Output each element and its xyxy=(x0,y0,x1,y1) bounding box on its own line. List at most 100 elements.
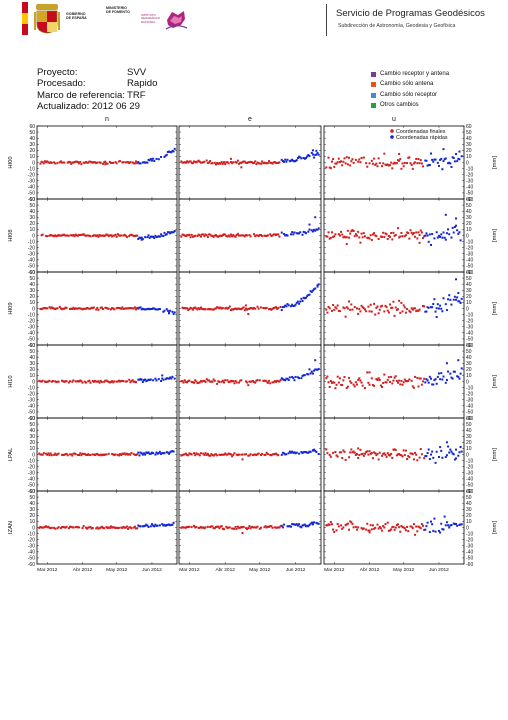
final-point xyxy=(91,453,94,456)
rapid-point xyxy=(449,372,452,375)
final-point xyxy=(344,162,347,165)
rapid-point xyxy=(173,377,176,380)
y-tick-label: 20 xyxy=(466,367,472,373)
final-point xyxy=(359,448,362,451)
final-point xyxy=(123,233,126,236)
y-tick-label: 0 xyxy=(32,379,35,385)
final-point xyxy=(241,234,244,237)
final-point xyxy=(401,455,404,458)
rapid-point xyxy=(428,458,431,461)
y-tick-label: 30 xyxy=(29,288,35,294)
final-point xyxy=(231,308,234,311)
rapid-point xyxy=(310,370,313,373)
rapid-point xyxy=(424,234,427,237)
y-tick-label: -30 xyxy=(28,252,35,258)
y-tick-label: -30 xyxy=(28,179,35,185)
final-point xyxy=(64,453,67,456)
final-point xyxy=(92,234,95,237)
rapid-point xyxy=(166,451,169,454)
y-tick-label: -40 xyxy=(466,331,473,337)
final-point xyxy=(197,159,200,162)
final-point xyxy=(410,163,413,166)
final-point xyxy=(269,308,272,311)
rapid-point xyxy=(155,157,158,160)
y-tick-label: -50 xyxy=(28,483,35,489)
rapid-point xyxy=(163,155,166,158)
final-point xyxy=(233,527,236,530)
final-point xyxy=(106,233,109,236)
final-point xyxy=(349,308,352,311)
final-point xyxy=(362,454,365,457)
final-point xyxy=(183,234,186,237)
rapid-point xyxy=(455,153,458,156)
rapid-point xyxy=(449,298,452,301)
rapid-point xyxy=(292,451,295,454)
final-point xyxy=(387,376,390,379)
rapid-point xyxy=(310,290,313,293)
rapid-point xyxy=(441,528,444,531)
final-point xyxy=(198,234,201,237)
rapid-point xyxy=(442,528,445,531)
final-point xyxy=(95,162,98,165)
final-point xyxy=(190,380,193,383)
y-tick-label: -20 xyxy=(466,391,473,397)
rapid-point xyxy=(142,379,145,382)
final-point xyxy=(201,526,204,529)
final-point xyxy=(330,309,333,312)
rapid-point xyxy=(169,524,172,527)
rapid-point xyxy=(302,296,305,299)
rapid-point xyxy=(304,451,307,454)
rapid-point xyxy=(152,379,155,382)
final-point xyxy=(414,307,417,310)
final-point xyxy=(98,234,101,237)
rapid-point xyxy=(296,232,299,235)
y-tick-label: -20 xyxy=(466,245,473,251)
final-point xyxy=(50,306,53,309)
final-point xyxy=(243,160,246,163)
y-tick-label: -20 xyxy=(28,464,35,470)
outlier-point xyxy=(308,223,311,226)
final-point xyxy=(278,526,281,529)
final-point xyxy=(373,157,376,160)
final-point xyxy=(365,451,368,454)
final-point xyxy=(391,382,394,385)
final-point xyxy=(244,307,247,310)
final-point xyxy=(63,233,66,236)
final-point xyxy=(220,380,223,383)
rapid-point xyxy=(293,379,296,382)
final-point xyxy=(273,453,276,456)
final-point xyxy=(391,167,394,170)
final-point xyxy=(87,234,90,237)
final-point xyxy=(135,527,138,530)
final-point xyxy=(128,378,131,381)
y-tick-label: -20 xyxy=(466,464,473,470)
final-point xyxy=(48,234,51,237)
final-point xyxy=(254,235,257,238)
y-tick-label: -50 xyxy=(466,483,473,489)
final-point xyxy=(124,380,127,383)
final-point xyxy=(132,307,135,310)
rapid-point xyxy=(316,228,319,231)
final-point xyxy=(61,526,64,529)
final-point xyxy=(116,306,119,309)
y-tick-label: -40 xyxy=(466,477,473,483)
final-point xyxy=(225,161,228,164)
y-tick-label: 10 xyxy=(466,154,472,160)
final-point xyxy=(58,305,61,308)
final-point xyxy=(84,307,87,310)
final-point xyxy=(356,453,359,456)
final-point xyxy=(79,307,82,310)
final-point xyxy=(408,309,411,312)
final-point xyxy=(120,234,123,237)
rapid-point xyxy=(448,233,451,236)
rapid-point xyxy=(286,234,289,237)
final-point xyxy=(122,234,125,237)
final-point xyxy=(348,528,351,531)
outlier-point xyxy=(161,374,164,377)
final-point xyxy=(345,156,348,159)
final-point xyxy=(187,234,190,237)
final-point xyxy=(387,529,390,532)
final-point xyxy=(89,235,92,238)
final-point xyxy=(125,236,128,239)
rapid-point xyxy=(427,306,430,309)
